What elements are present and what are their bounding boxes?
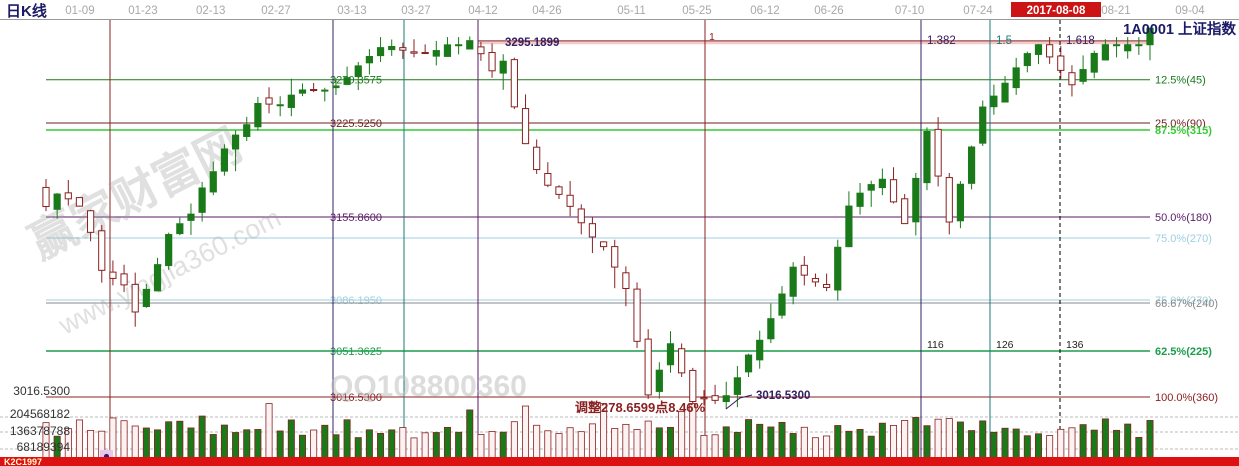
svg-text:12.5%(45): 12.5%(45) xyxy=(1155,75,1206,87)
svg-text:1.382: 1.382 xyxy=(927,35,956,47)
svg-text:3086.1950: 3086.1950 xyxy=(330,295,382,307)
svg-text:3155.8600: 3155.8600 xyxy=(330,212,382,224)
svg-text:136: 136 xyxy=(1066,339,1084,351)
svg-text:204568182: 204568182 xyxy=(10,407,70,421)
svg-text:05-25: 05-25 xyxy=(682,5,711,17)
svg-text:QQ108800360: QQ108800360 xyxy=(330,370,527,403)
svg-text:1.5: 1.5 xyxy=(996,35,1012,47)
svg-text:3016.5300: 3016.5300 xyxy=(756,390,810,402)
svg-text:08-21: 08-21 xyxy=(1101,5,1130,17)
svg-text:02-13: 02-13 xyxy=(196,5,225,17)
svg-text:02-27: 02-27 xyxy=(261,5,290,17)
svg-text:03-13: 03-13 xyxy=(337,5,366,17)
svg-text:1: 1 xyxy=(709,31,715,43)
svg-text:调整278.6599点8.46%: 调整278.6599点8.46% xyxy=(575,400,706,415)
svg-text:07-24: 07-24 xyxy=(963,5,993,17)
svg-text:3016.5300: 3016.5300 xyxy=(13,384,70,398)
svg-text:01-09: 01-09 xyxy=(65,5,94,17)
svg-text:116: 116 xyxy=(927,339,944,351)
svg-text:01-23: 01-23 xyxy=(128,5,157,17)
svg-text:68189394: 68189394 xyxy=(17,440,71,454)
svg-text:05-11: 05-11 xyxy=(617,5,646,17)
svg-text:1A0001 上证指数: 1A0001 上证指数 xyxy=(1123,20,1236,38)
svg-text:3225.5250: 3225.5250 xyxy=(330,118,382,130)
svg-text:126: 126 xyxy=(996,339,1014,351)
svg-text:2017-08-08: 2017-08-08 xyxy=(1027,5,1086,17)
svg-text:06-12: 06-12 xyxy=(750,5,779,17)
svg-text:06-26: 06-26 xyxy=(814,5,843,17)
svg-text:09-04: 09-04 xyxy=(1175,5,1205,17)
svg-text:75.0%(270): 75.0%(270) xyxy=(1155,233,1212,245)
svg-text:1.618: 1.618 xyxy=(1066,35,1095,47)
svg-text:136378788: 136378788 xyxy=(10,424,70,438)
svg-text:04-12: 04-12 xyxy=(468,5,497,17)
svg-text:50.0%(180): 50.0%(180) xyxy=(1155,212,1212,224)
svg-text:04-26: 04-26 xyxy=(532,5,561,17)
svg-text:66.67%(240): 66.67%(240) xyxy=(1155,298,1218,310)
svg-text:日K线: 日K线 xyxy=(6,2,47,20)
svg-text:62.5%(225): 62.5%(225) xyxy=(1155,346,1212,358)
svg-text:87.5%(315): 87.5%(315) xyxy=(1155,125,1212,137)
svg-text:100.0%(360): 100.0%(360) xyxy=(1155,392,1218,404)
svg-text:07-10: 07-10 xyxy=(895,5,924,17)
svg-text:3295.1899: 3295.1899 xyxy=(505,37,559,49)
svg-text:03-27: 03-27 xyxy=(401,5,430,17)
svg-text:3051.3625: 3051.3625 xyxy=(330,346,382,358)
svg-text:K2C1997: K2C1997 xyxy=(4,457,42,466)
